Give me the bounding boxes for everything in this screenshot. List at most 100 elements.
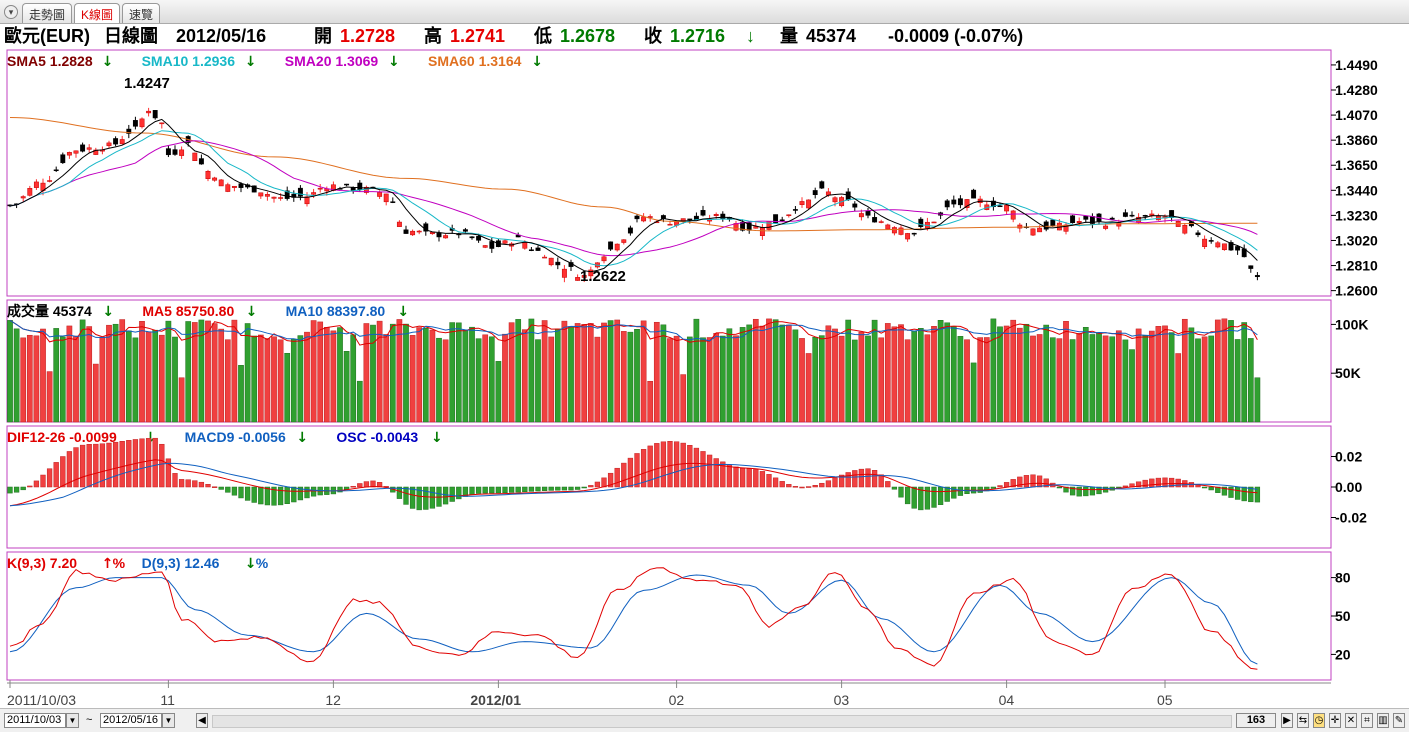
volume-bar [165, 320, 172, 423]
volume-bar [620, 331, 627, 423]
volume-bar [7, 320, 13, 423]
candle-body [33, 181, 39, 188]
volume-bar [660, 324, 667, 423]
horizontal-scrollbar[interactable] [212, 715, 1232, 728]
chevron-down-icon[interactable]: ▼ [66, 713, 79, 728]
candle-body [1017, 224, 1023, 229]
candle-body [687, 218, 693, 221]
y-tick-label: 50K [1335, 365, 1361, 381]
volume-bar [647, 380, 654, 423]
volume-bar [264, 338, 271, 423]
start-date-select[interactable]: 2011/10/03 [4, 713, 66, 728]
osc-bar [343, 486, 350, 490]
y-tick-label: 1.4280 [1335, 82, 1378, 98]
y-tick-label: 1.3020 [1335, 232, 1378, 248]
osc-bar [739, 467, 746, 488]
chevron-down-icon[interactable]: ▾ [4, 5, 18, 19]
candle-body [548, 257, 554, 266]
tools-icon[interactable]: ✎ [1393, 713, 1405, 728]
chart-icon[interactable]: ▥ [1377, 713, 1389, 728]
volume-bar [172, 336, 178, 423]
quote-date: 2012/05/16 [176, 26, 267, 46]
candle-body [476, 236, 482, 241]
zoom-in-icon[interactable]: ⇆ [1297, 713, 1309, 728]
grid-icon[interactable]: ⌗ [1361, 713, 1373, 728]
tab-trend[interactable]: 走勢圖 [22, 3, 73, 23]
crosshair-icon[interactable]: ✛ [1329, 713, 1341, 728]
macd-panel[interactable]: DIF12-26 -0.0099 ↓ MACD9 -0.0056 ↓ OSC -0.00… [6, 425, 1367, 549]
chevron-down-icon[interactable]: ▼ [162, 713, 175, 728]
kd-panel[interactable]: K(9,3) 7.20 ↑% D(9,3) 12.46 ↓ % 80 50 20 [6, 551, 1351, 681]
osc-bar [225, 486, 231, 493]
candle-body [832, 197, 838, 203]
candle-body [1043, 221, 1049, 230]
volume-bar [733, 335, 739, 423]
close-label: 收 [644, 26, 662, 46]
osc-bar [258, 486, 264, 505]
volume-bar [1030, 335, 1036, 423]
volume-bar [561, 320, 568, 423]
end-date-select[interactable]: 2012/05/16 [100, 713, 162, 728]
candle-body [621, 239, 627, 243]
volume-bar [581, 324, 588, 423]
volume-bar [185, 321, 192, 423]
volume-bar [521, 329, 528, 423]
candle-body [601, 256, 607, 262]
volume-bar [1155, 326, 1162, 423]
open-label: 開 [314, 26, 332, 46]
osc-bar [423, 486, 429, 510]
chart-area[interactable]: SMA5 1.2828 ↓ SMA10 1.2936 ↓ SMA20 1.3069 ↓ SM… [0, 48, 1409, 708]
osc-bar [561, 486, 568, 491]
volume-bar [785, 324, 792, 423]
volume-bar [1201, 336, 1208, 423]
x-tick-label: 2011/10/03 [7, 692, 76, 708]
volume-bar [1102, 335, 1109, 423]
volume-bar [508, 322, 515, 423]
candle-body [858, 213, 864, 218]
volume-bar [957, 336, 964, 423]
candle-body [304, 196, 310, 205]
osc-bar [792, 486, 799, 488]
legend-label: MA5 85750.80 [142, 303, 234, 319]
candle-body [271, 196, 277, 199]
tab-kline[interactable]: K線圖 [74, 3, 121, 23]
osc-bar [310, 486, 317, 497]
osc-bar [165, 458, 172, 488]
volume-bar [297, 335, 304, 423]
volume-bar [238, 365, 244, 423]
osc-bar [779, 481, 785, 488]
x-tick-label: 05 [1157, 692, 1173, 708]
y-tick-label: 0.00 [1335, 479, 1362, 495]
candle-body [1010, 210, 1016, 220]
osc-bar [1023, 475, 1030, 488]
clock-icon[interactable]: ◷ [1313, 713, 1325, 728]
tab-quick[interactable]: 速覽 [122, 3, 161, 23]
candle-body [911, 232, 917, 235]
scroll-right-icon[interactable]: ▶ [1281, 713, 1293, 728]
volume-bar [1036, 334, 1043, 423]
scroll-left-icon[interactable]: ◀ [196, 713, 208, 728]
candle-body [990, 200, 996, 208]
volume-bar [535, 339, 541, 423]
volume-bar [673, 335, 680, 423]
down-arrow-icon: ↓ [245, 54, 257, 70]
y-tick-label: 1.4070 [1335, 107, 1378, 123]
osc-bar [812, 485, 818, 488]
osc-bar [937, 486, 944, 505]
volume-bar [1003, 325, 1010, 423]
osc-bar [832, 477, 838, 488]
x-tick-label: 11 [160, 692, 175, 708]
volume-bar [891, 326, 898, 423]
bar-count-field[interactable]: 163 [1236, 713, 1276, 728]
candle-body [429, 232, 435, 235]
candle-body [27, 188, 33, 196]
candle-body [865, 210, 871, 216]
fit-icon[interactable]: ✕ [1345, 713, 1357, 728]
volume-panel[interactable]: 成交量 45374 ↓ MA5 85750.80 ↓ MA10 88397.80 ↓ 100… [6, 299, 1368, 423]
price-panel[interactable]: SMA5 1.2828 ↓ SMA10 1.2936 ↓ SMA20 1.3069 ↓ SM… [6, 49, 1378, 299]
candle-body [377, 192, 383, 197]
osc-bar [218, 486, 224, 490]
volume-bar [983, 337, 990, 423]
osc-bar [238, 486, 244, 499]
volume-bar [799, 338, 805, 423]
